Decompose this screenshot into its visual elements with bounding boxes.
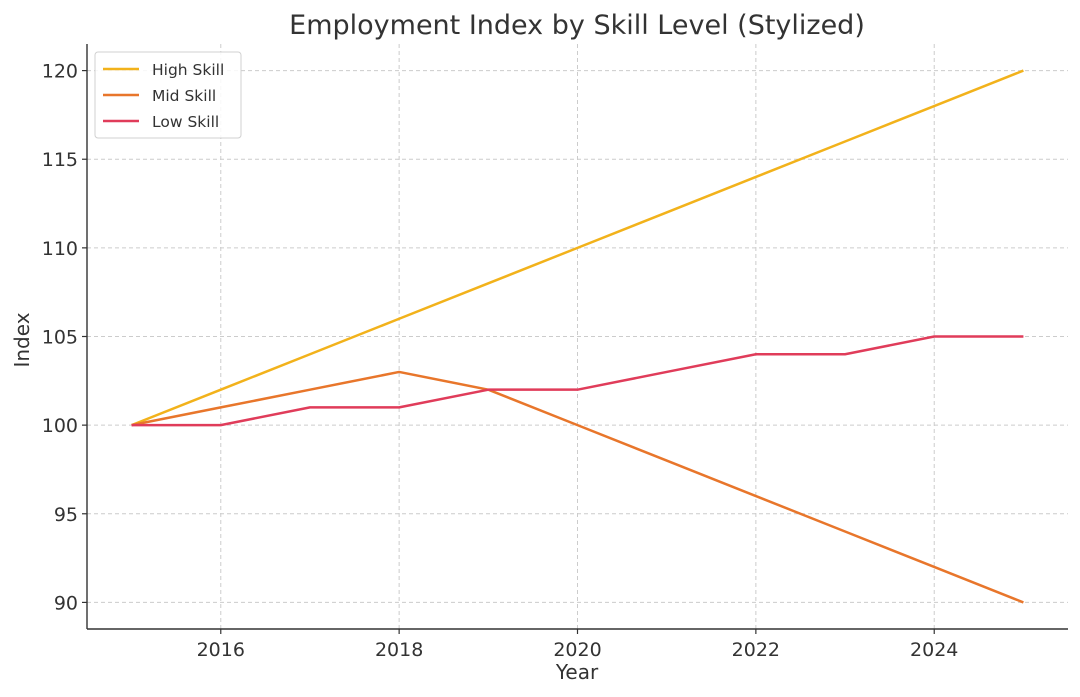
- chart-title: Employment Index by Skill Level (Stylize…: [289, 10, 865, 41]
- legend-label-mid-skill: Mid Skill: [152, 87, 216, 105]
- x-tick-label-2020: 2020: [553, 639, 601, 661]
- x-tick-label-2016: 2016: [197, 639, 245, 661]
- legend-label-high-skill: High Skill: [152, 61, 224, 79]
- series-line-high-skill: [131, 69, 1024, 427]
- x-tick-label-2022: 2022: [732, 639, 780, 661]
- series-line-low-skill: [131, 335, 1024, 427]
- y-axis-label: Index: [10, 312, 34, 367]
- y-tick-label-95: 95: [54, 504, 78, 526]
- legend-box: [94, 51, 242, 139]
- y-tick-label-120: 120: [42, 61, 78, 83]
- x-axis-label: Year: [555, 660, 599, 684]
- y-tick-label-90: 90: [54, 592, 78, 614]
- legend-item-high-skill: High Skill: [103, 61, 224, 79]
- legend-item-low-skill: Low Skill: [103, 113, 219, 131]
- y-tick-label-105: 105: [42, 327, 78, 349]
- legend-item-mid-skill: Mid Skill: [103, 87, 216, 105]
- legend: High Skill Mid Skill Low Skill: [94, 51, 242, 139]
- y-tick-label-100: 100: [42, 415, 78, 437]
- x-tick-label-2024: 2024: [910, 639, 958, 661]
- legend-label-low-skill: Low Skill: [152, 113, 219, 131]
- series-lines: [131, 69, 1024, 604]
- y-tick-label-115: 115: [42, 149, 78, 171]
- x-tick-label-2018: 2018: [375, 639, 423, 661]
- y-tick-label-110: 110: [42, 238, 78, 260]
- series-line-mid-skill: [131, 370, 1024, 604]
- axis-ticks: 2016 2018 2020 2022 2024 90 95 100 105 110 115 120: [42, 61, 959, 661]
